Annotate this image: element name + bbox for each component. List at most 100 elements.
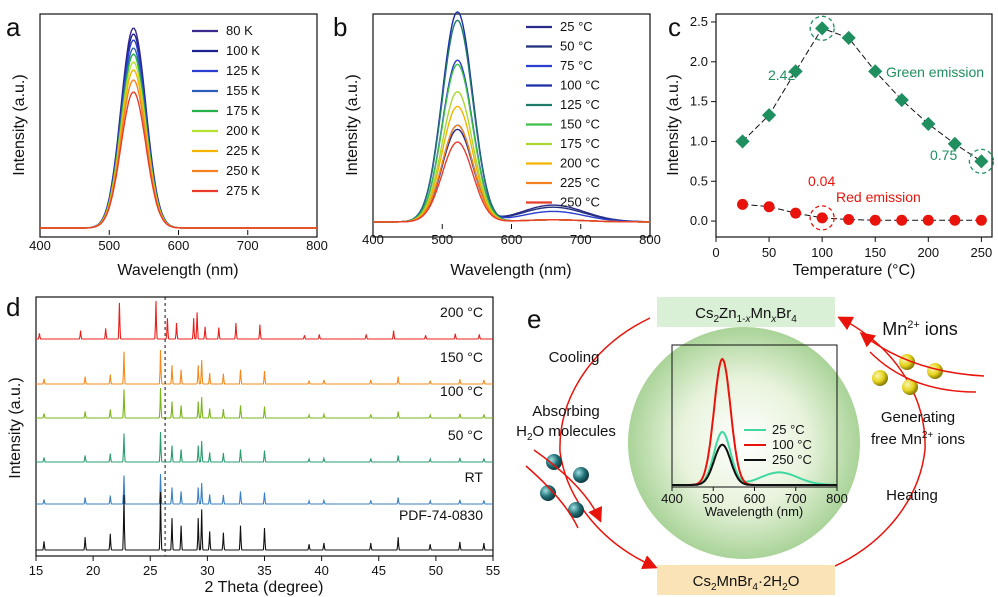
panel-c: c 0 50 100 150 200 250 0.0 0.5 1.0 1.5 2.0 2.5 2.42… bbox=[665, 12, 995, 279]
spectrum-curve bbox=[40, 33, 317, 229]
red-data-point bbox=[922, 214, 934, 226]
panel-d-pattern-labels: 200 °C 150 °C 100 °C 50 °C RT PDF-74-0830 bbox=[399, 304, 483, 523]
y-tick-label: 0.5 bbox=[690, 173, 708, 188]
panel-a-xlabel: Wavelength (nm) bbox=[117, 262, 238, 279]
red-data-point bbox=[816, 212, 828, 224]
panel-b: b 400 500 600 700 800 25 °C 50 °C 75 °C 100 °C 1… bbox=[333, 11, 661, 279]
x-tick-label: 600 bbox=[168, 238, 190, 253]
absorbing-arrow-trail bbox=[525, 465, 579, 529]
panel-d: d 200 °C 150 °C 100 °C 50 °C RT PDF-74-0830 1… bbox=[6, 292, 500, 596]
spectrum-curve bbox=[373, 128, 651, 223]
x-tick-label: 15 bbox=[29, 563, 43, 578]
product-box-bottom bbox=[657, 565, 835, 595]
panel-a-curves bbox=[40, 27, 317, 229]
panel-c-series bbox=[735, 15, 995, 231]
green-data-point bbox=[735, 134, 750, 149]
red-data-point bbox=[737, 198, 749, 210]
xrd-pattern bbox=[36, 349, 493, 385]
water-molecule-ball bbox=[540, 485, 556, 501]
series-line bbox=[742, 27, 982, 162]
water-molecule-ball bbox=[568, 502, 584, 518]
legend-entry: 250 °C bbox=[772, 452, 812, 467]
panel-d-patterns bbox=[36, 297, 493, 556]
pattern-label: PDF-74-0830 bbox=[399, 507, 483, 523]
x-tick-label: 700 bbox=[785, 491, 807, 506]
cooling-label: Cooling bbox=[549, 349, 600, 366]
x-tick-label: 500 bbox=[702, 491, 724, 506]
legend-entry: 75 °C bbox=[560, 58, 593, 73]
panel-b-x-ticks: 400 500 600 700 800 bbox=[362, 224, 661, 247]
spectrum-curve bbox=[373, 105, 650, 223]
green-data-point bbox=[921, 116, 936, 131]
spectrum-curve bbox=[40, 61, 317, 229]
spectrum-curve bbox=[373, 124, 650, 223]
x-tick-label: 500 bbox=[98, 238, 120, 253]
mn-ion-ball bbox=[927, 363, 943, 379]
red-data-point bbox=[790, 207, 802, 219]
green-data-point bbox=[815, 21, 830, 36]
legend-entry: 125 °C bbox=[560, 97, 600, 112]
spectrum-curve bbox=[40, 69, 317, 229]
inset-spectrum-curve bbox=[672, 443, 837, 486]
y-tick-label: 2.5 bbox=[690, 14, 708, 29]
legend-entry: 125 K bbox=[226, 63, 260, 78]
panel-d-x-ticks: 15 20 25 30 35 40 45 50 55 bbox=[29, 556, 500, 578]
x-tick-label: 500 bbox=[431, 232, 453, 247]
spectrum-curve bbox=[373, 19, 650, 223]
legend-entry: 50 °C bbox=[560, 39, 593, 54]
green-data-point bbox=[841, 30, 856, 45]
y-tick-label: 1.0 bbox=[690, 133, 708, 148]
legend-entry: 200 K bbox=[226, 123, 260, 138]
legend-entry: 225 K bbox=[226, 143, 260, 158]
legend-entry: 155 K bbox=[226, 83, 260, 98]
panel-b-xlabel: Wavelength (nm) bbox=[450, 262, 571, 279]
panel-d-ylabel: Intensity (a.u.) bbox=[7, 377, 24, 478]
heating-label: Heating bbox=[886, 487, 938, 504]
panel-c-ylabel: Intensity (a.u.) bbox=[665, 74, 682, 175]
xrd-pattern bbox=[36, 300, 493, 340]
panel-c-annotations: 2.42 0.75 0.04 Green emission Red emissi… bbox=[768, 64, 984, 205]
panel-b-curves bbox=[373, 11, 651, 223]
legend-entry: 175 K bbox=[226, 103, 260, 118]
inset-x-ticks: 400 500 600 700 800 bbox=[661, 487, 848, 506]
legend-entry: 100 K bbox=[226, 43, 260, 58]
red-emission-label: Red emission bbox=[836, 189, 921, 205]
red-data-point bbox=[869, 214, 881, 226]
green-data-point bbox=[788, 64, 803, 79]
panel-c-ticks: 0 50 100 150 200 250 0.0 0.5 1.0 1.5 2.0 2.5 bbox=[690, 14, 992, 260]
cycle-arc-right-top bbox=[837, 316, 926, 451]
mn-release-arrow-trail bbox=[869, 351, 977, 393]
product-formula-top: Cs2Zn1-xMnxBr4 bbox=[695, 305, 797, 325]
y-tick-label: 2.0 bbox=[690, 54, 708, 69]
highlight-circle bbox=[809, 15, 835, 41]
mn-ions-label: Mn2+ ions bbox=[882, 319, 958, 339]
xrd-pattern bbox=[36, 473, 493, 505]
spectrum-curve bbox=[373, 63, 650, 223]
x-tick-label: 700 bbox=[237, 238, 259, 253]
green-data-point bbox=[974, 154, 989, 169]
red-data-point bbox=[763, 201, 775, 213]
xrd-pattern bbox=[36, 431, 493, 463]
panel-a: a 400 500 600 700 800 80 K 100 K 125 K 155 K 175… bbox=[6, 12, 328, 279]
spectrum-curve bbox=[40, 53, 317, 229]
x-tick-label: 600 bbox=[744, 491, 766, 506]
x-tick-label: 800 bbox=[306, 238, 328, 253]
pattern-label: 150 °C bbox=[440, 349, 483, 365]
x-tick-label: 0 bbox=[712, 245, 719, 260]
product-box-top bbox=[657, 297, 835, 327]
panel-e: e Cs2Zn1-xMnxBr4 Cs2MnBr4·2H2O Cooling A… bbox=[516, 297, 985, 595]
x-tick-label: 35 bbox=[257, 563, 271, 578]
legend-entry: 25 °C bbox=[560, 19, 593, 34]
legend-entry: 200 °C bbox=[560, 156, 600, 171]
y-tick-label: 1.5 bbox=[690, 94, 708, 109]
legend-entry: 100 °C bbox=[560, 78, 600, 93]
green-data-point bbox=[894, 92, 909, 108]
panel-a-frame bbox=[39, 13, 318, 238]
mn-release-arrow bbox=[859, 332, 985, 377]
legend-entry: 250 °C bbox=[560, 195, 600, 210]
x-tick-label: 50 bbox=[762, 245, 776, 260]
mn-ion-ball bbox=[902, 379, 918, 395]
annotation-red-value: 0.04 bbox=[808, 173, 835, 189]
x-tick-label: 800 bbox=[826, 491, 848, 506]
x-tick-label: 700 bbox=[570, 232, 592, 247]
